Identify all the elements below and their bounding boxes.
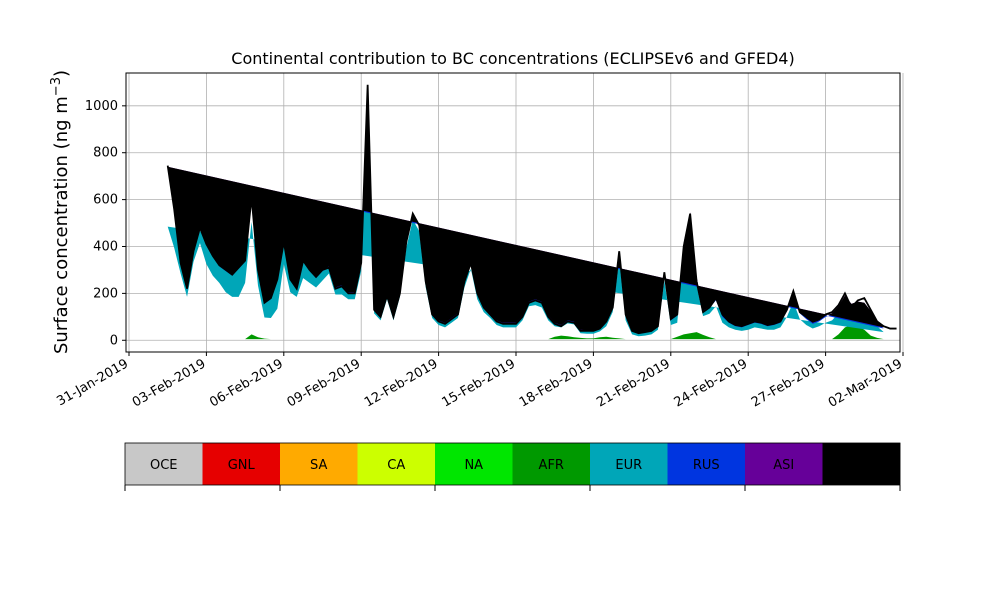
legend-swatch-gnl xyxy=(202,443,281,485)
legend-frame xyxy=(124,442,901,486)
x-tick-label: 24-Feb-2019 xyxy=(672,356,751,410)
legend-swatch-eur xyxy=(590,443,668,485)
legend-swatch-oce xyxy=(125,443,203,485)
chart-title: Continental contribution to BC concentra… xyxy=(231,49,794,68)
x-tick-label: 09-Feb-2019 xyxy=(285,356,364,410)
x-tick-label: 31-Jan-2019 xyxy=(54,356,131,409)
legend-swatch-na xyxy=(435,443,513,485)
legend-swatch-sa xyxy=(280,443,358,485)
legend-swatch-rus xyxy=(667,443,746,485)
y-tick-label: 200 xyxy=(93,286,118,301)
legend-label: GNL xyxy=(228,458,256,473)
x-tick-label: 27-Feb-2019 xyxy=(749,356,828,410)
area-aus xyxy=(167,84,884,333)
y-axis-label: Surface concentration (ng m−3) xyxy=(49,70,72,354)
legend-label: OCE xyxy=(150,458,178,473)
legend-swatch-ca xyxy=(357,443,436,485)
x-tick-label: 03-Feb-2019 xyxy=(130,356,209,410)
legend-colorbar: OCE GNL SA CA NA AFR EUR RUS ASI AUS xyxy=(124,442,901,491)
legend-label: NA xyxy=(464,458,483,473)
legend-swatch-asi xyxy=(745,443,823,485)
x-tick-label: 12-Feb-2019 xyxy=(362,356,441,410)
legend-swatch-aus xyxy=(822,443,901,485)
y-tick-label: 400 xyxy=(93,239,118,254)
y-tick-label: 1000 xyxy=(85,99,118,114)
y-tick-label: 600 xyxy=(93,193,118,208)
x-tick-label: 02-Mar-2019 xyxy=(826,356,905,410)
area-afr xyxy=(167,325,884,340)
x-tick-label: 21-Feb-2019 xyxy=(594,356,673,410)
axes-frame xyxy=(125,72,901,353)
y-tick-label: 0 xyxy=(110,333,118,348)
total-line xyxy=(166,84,897,335)
legend-label: ASI xyxy=(773,458,794,473)
legend-label: RUS xyxy=(693,458,720,473)
y-tick-label: 800 xyxy=(93,146,118,161)
x-tick-label: 18-Feb-2019 xyxy=(517,356,596,410)
legend-label: EUR xyxy=(615,458,642,473)
legend-label: AUS xyxy=(848,458,875,473)
legend-label: CA xyxy=(387,458,405,473)
x-tick-label: 06-Feb-2019 xyxy=(207,356,286,410)
legend-label: SA xyxy=(310,458,327,473)
legend-swatch-afr xyxy=(512,443,591,485)
plot-area: 0200400600800100031-Jan-201903-Feb-20190… xyxy=(54,72,905,411)
x-tick-label: 15-Feb-2019 xyxy=(439,356,518,410)
legend-label: AFR xyxy=(539,458,564,473)
